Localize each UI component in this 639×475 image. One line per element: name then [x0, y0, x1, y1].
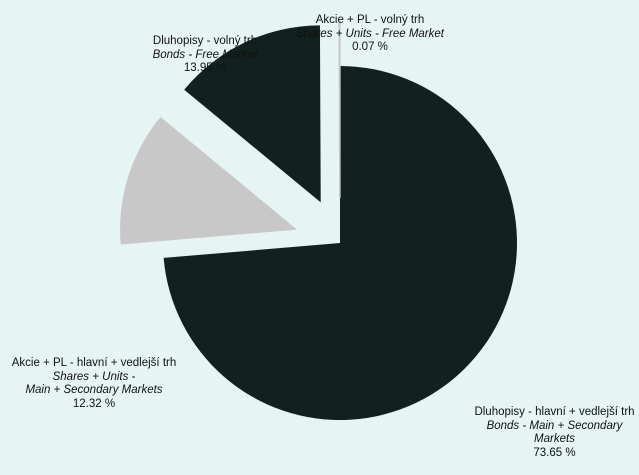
label-bonds-free-en: Bonds - Free Market — [152, 48, 258, 61]
label-bonds-main-value: 73.65 % — [533, 446, 576, 459]
label-bonds-free-cz: Dluhopisy - volný trh — [152, 35, 258, 47]
pie-slice-shares-main — [120, 116, 298, 245]
label-bonds-main-cz: Dluhopisy - hlavní + vedlejší trh — [474, 406, 635, 418]
label-bonds-free: Dluhopisy - volný trh Bonds - Free Marke… — [140, 35, 270, 76]
pie-slice-bonds-free — [184, 25, 321, 203]
pie-slice-shares-free — [338, 20, 341, 199]
label-shares-main: Akcie + PL - hlavní + vedlejší trh Share… — [4, 357, 184, 411]
label-bonds-main-en: Bonds - Main + Secondary Markets — [486, 419, 623, 446]
label-shares-main-value: 12.32 % — [72, 397, 116, 410]
label-shares-free-cz: Akcie + PL - volný trh — [315, 14, 425, 26]
label-shares-free: Akcie + PL - volný trh Shares + Units - … — [285, 14, 455, 55]
label-bonds-free-value: 13.95 % — [183, 62, 227, 74]
label-shares-main-en-2: Main + Secondary Markets — [25, 384, 163, 396]
pie-slice-bonds-main — [163, 66, 517, 420]
label-bonds-main: Dluhopisy - hlavní + vedlejší trh Bonds … — [470, 406, 639, 460]
label-shares-main-cz: Akcie + PL - hlavní + vedlejší trh — [11, 357, 177, 369]
label-shares-main-en-1: Shares + Units - — [52, 370, 136, 383]
label-shares-free-en: Shares + Units - Free Market — [296, 27, 444, 40]
label-shares-free-value: 0.07 % — [352, 41, 388, 53]
